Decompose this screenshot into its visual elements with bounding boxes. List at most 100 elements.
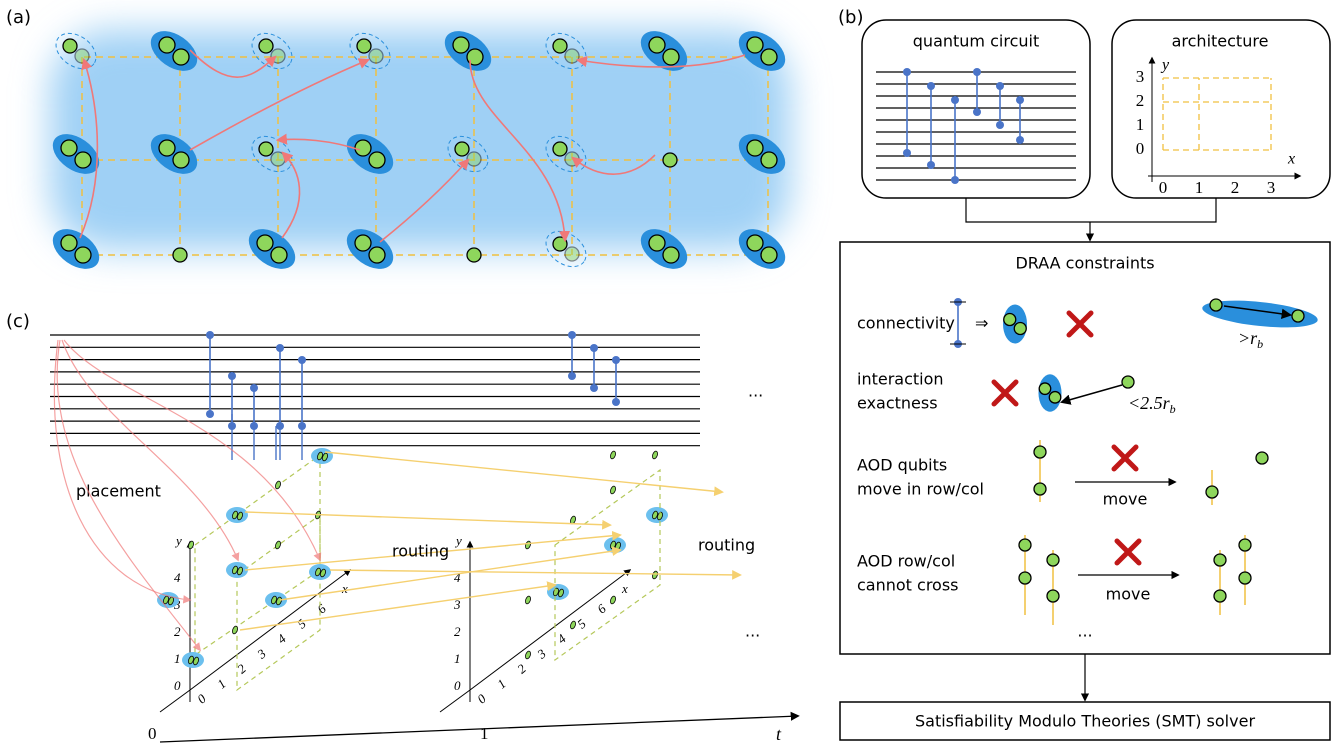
y-tick-label: 0: [454, 678, 461, 693]
qubit: [1213, 589, 1227, 603]
distance-note: >rb: [1238, 328, 1263, 351]
z-axis: [439, 689, 471, 713]
qubit: [256, 234, 274, 252]
ellipsis: ...: [748, 382, 763, 401]
gate-dot: [973, 68, 981, 76]
x-tick-label: 1: [1195, 178, 1204, 197]
qubit: [270, 151, 286, 167]
z-axis: [159, 689, 191, 713]
y-tick-label: 4: [174, 570, 181, 585]
gate-dot: [903, 149, 911, 157]
y-tick-label: 4: [454, 570, 461, 585]
qubit: [232, 565, 238, 575]
x-tick-label: 6: [314, 601, 329, 617]
qubit: [1213, 553, 1227, 567]
connector: [965, 198, 1217, 240]
gate-dot: [298, 356, 306, 364]
qubit: [322, 452, 328, 462]
qubit: [1209, 298, 1223, 312]
qubit: [356, 38, 372, 54]
gate-dot: [973, 108, 981, 116]
qubit: [648, 36, 666, 54]
forbidden-cross: [1111, 444, 1139, 472]
placement-arrow: [61, 339, 240, 562]
gate-dot: [250, 384, 258, 392]
move-arrow: [469, 59, 571, 243]
x-tick-label: 3: [1267, 178, 1276, 197]
panel-label: (c): [6, 311, 30, 332]
qubit: [652, 450, 658, 460]
qubit: [172, 151, 190, 169]
routing-label: routing: [698, 536, 755, 555]
x-tick-label: 5: [294, 616, 309, 632]
qubit: [74, 246, 92, 264]
routing-arrow: [244, 530, 622, 571]
y-tick-label: 2: [454, 624, 461, 639]
gate-dot: [612, 398, 620, 406]
move-arrow: [189, 58, 371, 151]
implies: ⇒: [975, 314, 988, 333]
qubit: [258, 38, 274, 54]
gate-dot: [590, 384, 598, 392]
qubit: [237, 511, 243, 521]
placement-arrow: [53, 339, 192, 604]
y-tick-label: 3: [1136, 67, 1145, 86]
x-label: x: [621, 581, 628, 596]
qubit: [237, 566, 243, 576]
qubit: [354, 234, 372, 252]
qubit: [552, 38, 568, 54]
solver-label: Satisfiability Modulo Theories (SMT) sol…: [915, 712, 1255, 731]
t-tick: 0: [148, 724, 157, 743]
gate-dot: [228, 372, 236, 380]
qubit: [466, 247, 482, 263]
placement-arrow: [63, 339, 322, 562]
qubit: [270, 246, 288, 264]
qubit: [232, 510, 238, 520]
note-sub: b: [1257, 337, 1263, 351]
qubit: [1238, 538, 1252, 552]
qubit: [258, 141, 274, 157]
qubit: [1048, 390, 1062, 404]
qubit: [564, 246, 580, 262]
qubit: [62, 38, 78, 54]
panel-label: (a): [6, 7, 31, 28]
gate-dot: [568, 372, 576, 380]
qubit: [74, 151, 92, 169]
qubit: [275, 540, 281, 550]
constraint-label: exactness: [857, 394, 938, 413]
solver-box: [839, 701, 1331, 741]
move-arrow: [281, 151, 301, 239]
gate-dot: [206, 410, 214, 418]
qubit: [158, 139, 176, 157]
qubit: [662, 48, 680, 66]
qubit: [1121, 375, 1135, 389]
y-label: y: [454, 533, 462, 548]
x-axis: [189, 569, 352, 691]
qubit: [1255, 451, 1269, 465]
x-tick-label: 6: [594, 601, 609, 617]
move-label: move: [1103, 490, 1148, 509]
qubit: [610, 450, 616, 460]
qubit: [760, 246, 778, 264]
x-tick-label: 4: [554, 631, 569, 647]
qubit: [1205, 485, 1219, 499]
panel-a: (a): [6, 7, 790, 269]
forbidden-cross: [1114, 538, 1142, 566]
x-tick-label: 0: [194, 691, 209, 707]
constraint-label: move in row/col: [857, 480, 984, 499]
qubit: [193, 656, 199, 666]
constraint-label: connectivity: [857, 314, 955, 333]
y-label: y: [174, 533, 182, 548]
qubit: [172, 48, 190, 66]
routing-arrow: [244, 511, 612, 530]
gate-dot: [590, 344, 598, 352]
move-arrow: [275, 133, 361, 151]
move-arrow: [571, 154, 656, 175]
gate-dot: [903, 68, 911, 76]
forbidden-cross: [991, 379, 1019, 407]
gate-dot: [250, 422, 258, 430]
distance: [1059, 384, 1123, 405]
qubit: [452, 36, 470, 54]
glow: [50, 30, 790, 250]
